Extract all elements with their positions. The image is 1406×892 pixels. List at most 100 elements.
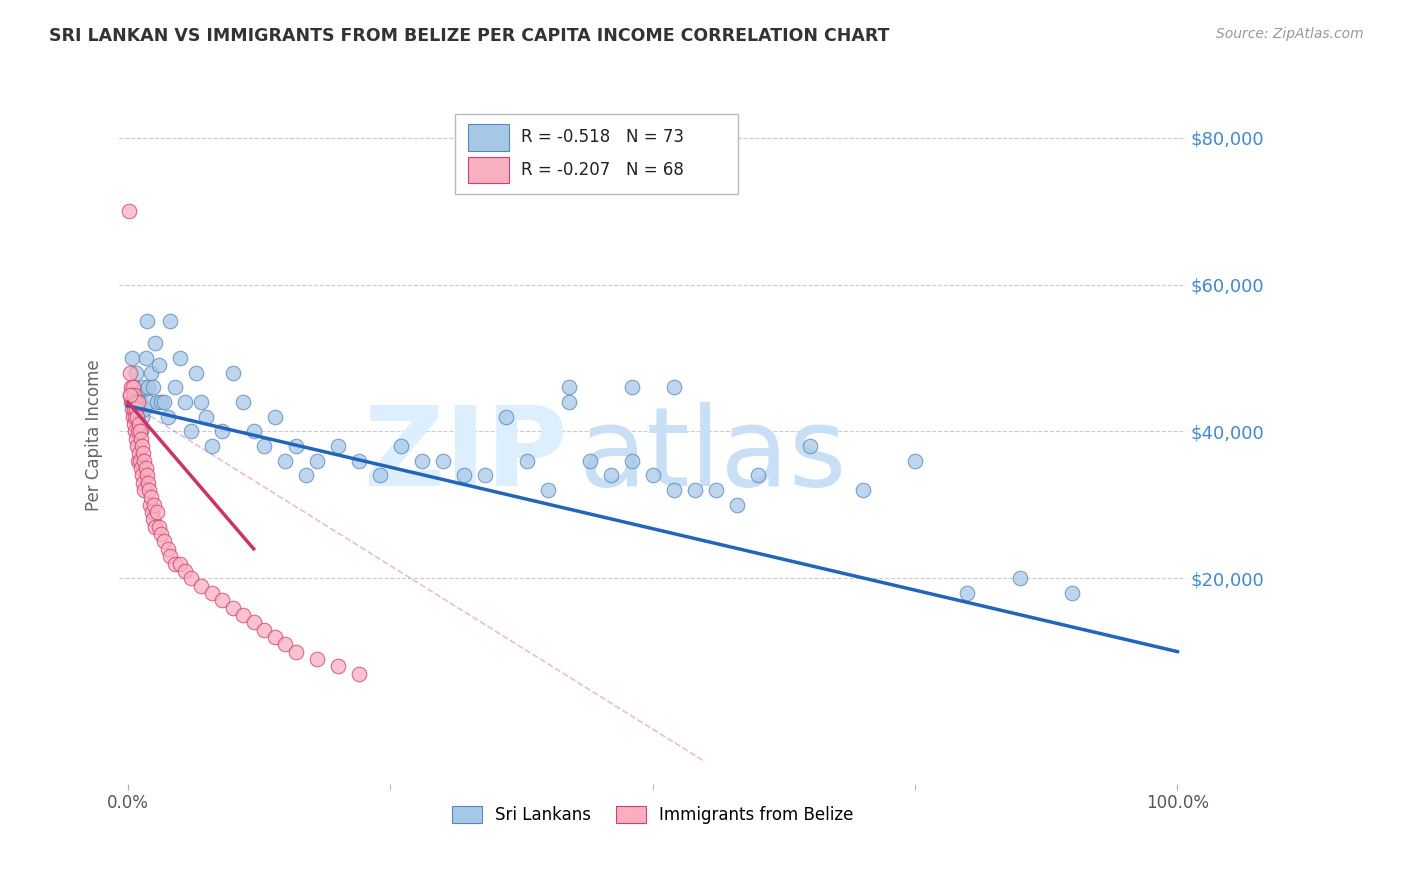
Point bbox=[122, 380, 145, 394]
Point bbox=[127, 395, 149, 409]
Point bbox=[139, 491, 162, 505]
FancyBboxPatch shape bbox=[456, 114, 738, 194]
Point bbox=[120, 380, 142, 394]
Point bbox=[131, 432, 153, 446]
Point bbox=[142, 498, 165, 512]
Point bbox=[725, 498, 748, 512]
Point bbox=[1008, 571, 1031, 585]
Point bbox=[127, 409, 149, 424]
Point bbox=[295, 468, 318, 483]
Point bbox=[536, 483, 558, 497]
Point bbox=[159, 549, 181, 564]
Point bbox=[578, 454, 600, 468]
Point bbox=[184, 366, 207, 380]
Point bbox=[129, 425, 152, 439]
Point bbox=[232, 395, 254, 409]
Point bbox=[138, 395, 160, 409]
Point bbox=[174, 564, 197, 578]
Point bbox=[274, 454, 297, 468]
Point bbox=[284, 439, 307, 453]
Point bbox=[347, 454, 370, 468]
Point bbox=[127, 402, 149, 417]
Point bbox=[163, 380, 186, 394]
Point bbox=[122, 409, 145, 424]
Text: R = -0.518   N = 73: R = -0.518 N = 73 bbox=[522, 128, 685, 146]
Point bbox=[683, 483, 706, 497]
Point bbox=[641, 468, 664, 483]
Point bbox=[142, 380, 165, 394]
Point bbox=[1062, 586, 1084, 600]
Point bbox=[136, 475, 159, 490]
Point bbox=[150, 527, 173, 541]
Point bbox=[557, 395, 579, 409]
Point bbox=[453, 468, 475, 483]
Point bbox=[201, 439, 224, 453]
Point bbox=[118, 204, 141, 219]
Point bbox=[132, 475, 155, 490]
Point bbox=[134, 351, 156, 365]
Point bbox=[131, 461, 153, 475]
Point bbox=[128, 417, 150, 431]
Point bbox=[599, 468, 621, 483]
Point bbox=[146, 505, 169, 519]
Point bbox=[148, 359, 170, 373]
Point bbox=[799, 439, 821, 453]
Legend: Sri Lankans, Immigrants from Belize: Sri Lankans, Immigrants from Belize bbox=[451, 806, 853, 824]
Point bbox=[274, 637, 297, 651]
Point bbox=[201, 586, 224, 600]
Text: R = -0.207   N = 68: R = -0.207 N = 68 bbox=[522, 161, 685, 179]
Point bbox=[153, 395, 176, 409]
Point bbox=[389, 439, 412, 453]
Point bbox=[221, 366, 243, 380]
Point bbox=[122, 417, 145, 431]
Point bbox=[143, 520, 166, 534]
Point bbox=[242, 615, 264, 630]
Point bbox=[368, 468, 391, 483]
Point bbox=[124, 395, 146, 409]
Point bbox=[120, 395, 142, 409]
Bar bbox=[468, 157, 509, 183]
Text: Source: ZipAtlas.com: Source: ZipAtlas.com bbox=[1216, 27, 1364, 41]
Point bbox=[156, 541, 179, 556]
Point bbox=[190, 578, 212, 592]
Point bbox=[118, 387, 141, 401]
Point bbox=[118, 366, 141, 380]
Point bbox=[159, 314, 181, 328]
Point bbox=[153, 534, 176, 549]
Point bbox=[136, 380, 159, 394]
Point bbox=[124, 395, 146, 409]
Point bbox=[221, 600, 243, 615]
Point bbox=[128, 446, 150, 460]
Point bbox=[142, 512, 165, 526]
Point bbox=[620, 454, 643, 468]
Point bbox=[851, 483, 873, 497]
Point bbox=[904, 454, 927, 468]
Point bbox=[956, 586, 979, 600]
Point bbox=[135, 314, 157, 328]
Point bbox=[704, 483, 727, 497]
Point bbox=[131, 439, 153, 453]
Point bbox=[180, 425, 202, 439]
Point bbox=[124, 409, 146, 424]
Point bbox=[125, 432, 148, 446]
Point bbox=[253, 439, 276, 453]
Point bbox=[195, 409, 218, 424]
Point bbox=[127, 439, 149, 453]
Point bbox=[131, 468, 153, 483]
Point bbox=[128, 417, 150, 431]
Point bbox=[132, 380, 155, 394]
Point bbox=[174, 395, 197, 409]
Point bbox=[134, 454, 156, 468]
Point bbox=[474, 468, 496, 483]
Point bbox=[127, 425, 149, 439]
Point bbox=[125, 402, 148, 417]
Point bbox=[211, 593, 233, 607]
Point bbox=[263, 630, 285, 644]
Point bbox=[662, 483, 685, 497]
Point bbox=[122, 387, 145, 401]
Point bbox=[121, 351, 143, 365]
Point bbox=[662, 380, 685, 394]
Point bbox=[305, 652, 328, 666]
Text: ZIP: ZIP bbox=[364, 402, 567, 509]
Point bbox=[131, 425, 153, 439]
